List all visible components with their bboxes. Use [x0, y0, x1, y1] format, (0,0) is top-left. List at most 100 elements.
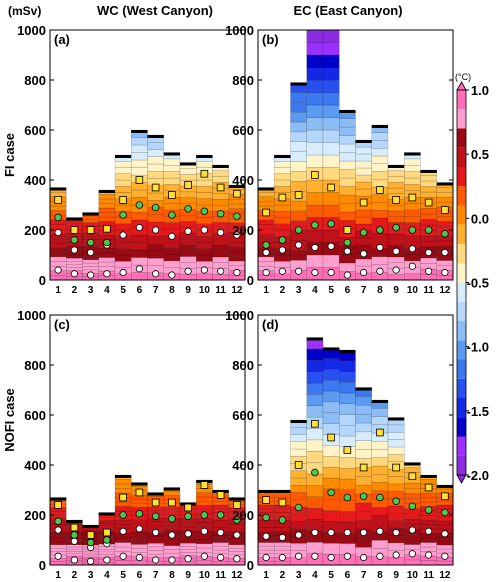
- bar-layer: [257, 191, 275, 197]
- bar-layer: [274, 204, 291, 212]
- bar-layer: [98, 517, 116, 521]
- bar-layer: [436, 504, 454, 510]
- bar-layer: [196, 192, 213, 199]
- bar-layer: [306, 485, 324, 497]
- bar-layer: [114, 488, 132, 494]
- bar-cap: [131, 482, 148, 486]
- colorbar-bottom-arrow: [456, 474, 467, 484]
- marker-yellow-square: [119, 493, 127, 502]
- bar-layer: [66, 254, 83, 259]
- bar-layer: [212, 239, 229, 246]
- bar-layer: [322, 466, 340, 479]
- bar-layer: [274, 229, 291, 237]
- marker-white-circle-lower: [343, 271, 351, 279]
- bar-layer: [49, 256, 67, 262]
- panel-label: (b): [262, 32, 279, 47]
- bar-layer: [114, 204, 132, 212]
- bar-cap: [258, 490, 275, 493]
- bar-layer: [322, 29, 340, 43]
- marker-green-circle: [200, 511, 209, 519]
- colorbar-swatch: [457, 436, 466, 456]
- bar-layer: [98, 216, 116, 222]
- bar-layer: [228, 260, 246, 266]
- bar-layer: [420, 501, 437, 507]
- bar-layer: [371, 449, 389, 458]
- bar-layer: [339, 143, 356, 153]
- bar-layer: [339, 468, 356, 480]
- bar-layer: [290, 181, 307, 192]
- bar-layer: [404, 534, 421, 540]
- bar-layer: [98, 194, 116, 200]
- x-tick-label: 5: [120, 285, 126, 296]
- bar-layer: [387, 476, 405, 485]
- bar-layer: [387, 454, 405, 462]
- bar-layer: [131, 272, 148, 281]
- colorbar-tick-label: -0.5: [467, 276, 489, 291]
- bar-layer: [274, 261, 291, 268]
- bar-cap: [163, 487, 180, 491]
- bar-layer: [212, 549, 229, 554]
- bar-layer: [179, 221, 197, 228]
- bar-layer: [339, 160, 356, 170]
- colorbar-tick-label: 0.5: [471, 147, 489, 162]
- bar-layer: [436, 255, 454, 261]
- bar-layer: [322, 67, 340, 81]
- marker-white-circle-lower: [360, 268, 368, 277]
- bar-layer: [387, 210, 405, 217]
- marker-green-circle: [343, 238, 352, 247]
- marker-green-circle: [311, 221, 319, 229]
- bar-layer: [420, 186, 437, 193]
- y-tick-label: 200: [232, 508, 254, 523]
- bar-cap: [180, 162, 197, 166]
- bar-layer: [355, 160, 372, 169]
- marker-white-circle-lower: [233, 555, 241, 563]
- bar-layer: [98, 257, 116, 263]
- bar-layer: [322, 543, 340, 555]
- bar-stack: [355, 387, 372, 566]
- bar-layer: [436, 548, 454, 554]
- bar-layer: [339, 543, 356, 555]
- y-tick-label: 400: [24, 173, 46, 188]
- x-tick-label: 12: [231, 570, 243, 581]
- bar-cap: [66, 520, 83, 523]
- marker-white-circle-lower: [233, 268, 241, 277]
- bar-cap: [258, 187, 275, 191]
- bar-layer: [339, 262, 356, 272]
- bar-layer: [49, 537, 67, 542]
- marker-white-circle-upper: [87, 248, 95, 257]
- bar-layer: [290, 250, 307, 261]
- x-tick-label: 6: [137, 285, 143, 296]
- bar-cap: [274, 155, 291, 158]
- bar-layer: [306, 79, 324, 93]
- bar-layer: [387, 557, 405, 566]
- x-tick-label: 5: [328, 285, 334, 296]
- marker-green-circle: [408, 226, 417, 234]
- marker-white-circle-upper: [233, 531, 241, 539]
- bar-layer: [436, 516, 454, 522]
- bar-cap: [404, 462, 421, 466]
- marker-white-circle-upper: [217, 228, 225, 237]
- bar-cap: [371, 400, 388, 403]
- bar-layer: [387, 256, 405, 263]
- bar-layer: [274, 546, 291, 551]
- bar-layer: [131, 544, 148, 549]
- bar-layer: [274, 167, 291, 174]
- y-tick-label: 800: [24, 358, 46, 373]
- marker-green-circle: [327, 219, 335, 228]
- bar-layer: [179, 250, 197, 257]
- bar-layer: [420, 213, 437, 220]
- bar-stack: [355, 139, 372, 281]
- bar-layer: [322, 117, 340, 131]
- bar-layer: [387, 233, 405, 240]
- colorbar-swatch: [457, 321, 466, 341]
- bar-stack: [404, 152, 421, 281]
- marker-white-circle-lower: [54, 266, 62, 274]
- bar-layer: [420, 241, 437, 248]
- x-tick-label: 11: [423, 285, 434, 296]
- x-tick-label: 7: [361, 285, 367, 296]
- marker-white-circle-lower: [441, 268, 449, 277]
- y-tick-label: 800: [232, 73, 254, 88]
- bar-layer: [98, 261, 116, 267]
- marker-green-circle: [151, 512, 160, 521]
